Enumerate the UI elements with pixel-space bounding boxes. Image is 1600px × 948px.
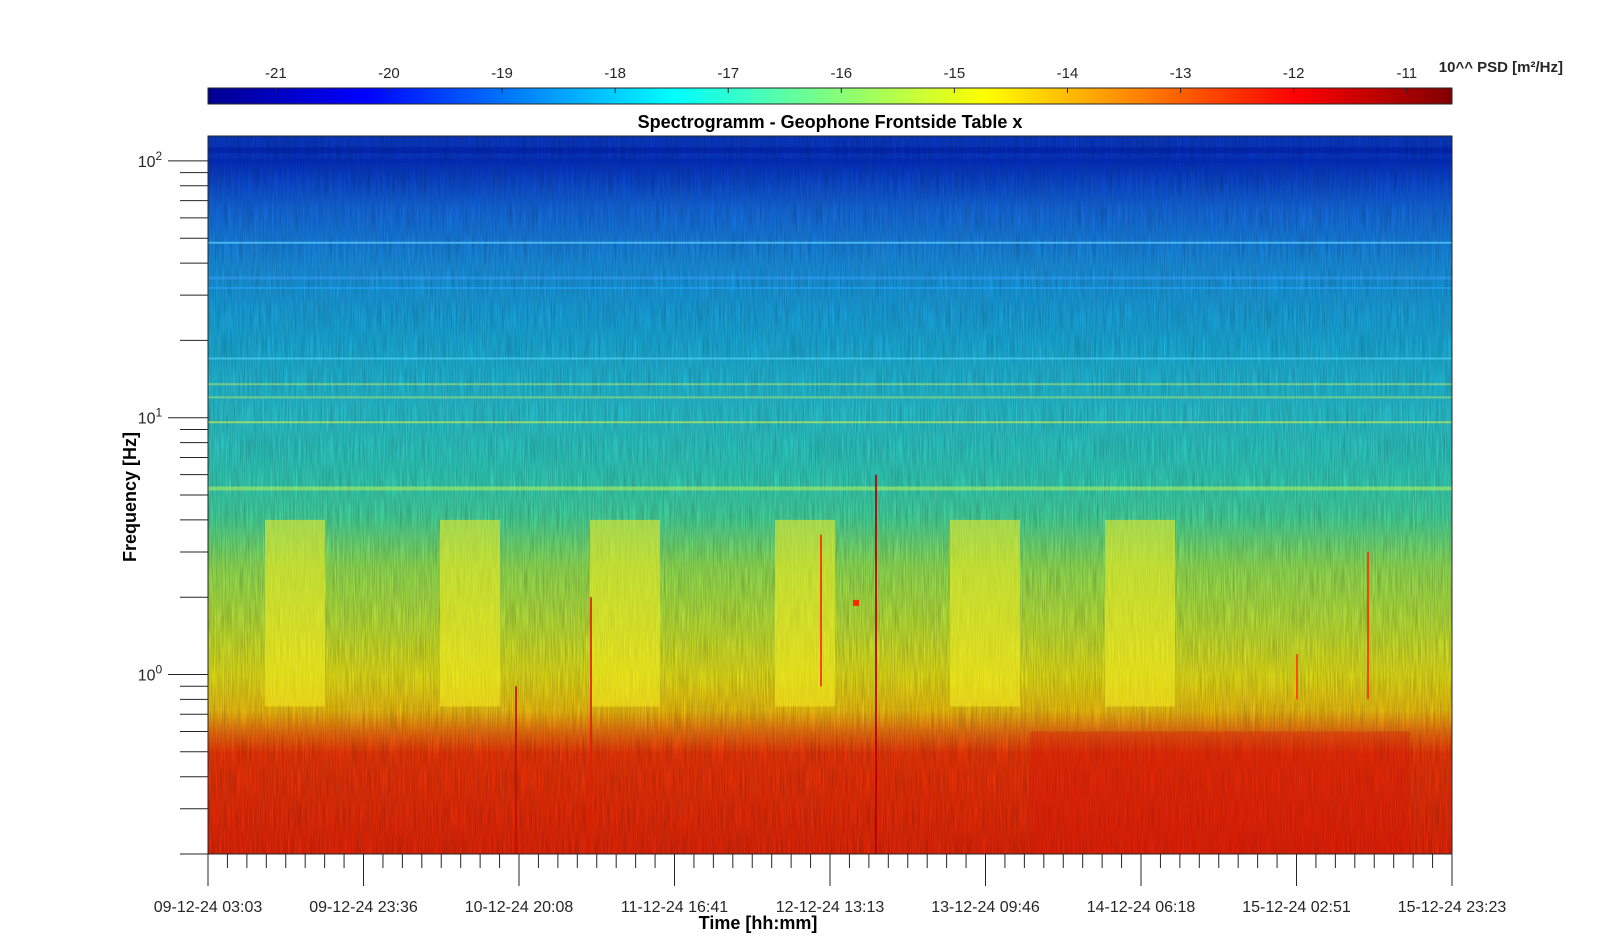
activity-plume — [1105, 519, 1175, 707]
spectral-band — [208, 486, 1452, 491]
colorbar-tick-label: -16 — [830, 65, 852, 82]
x-axis-title: Time [hh:mm] — [699, 913, 818, 933]
transient-events — [265, 474, 1410, 854]
y-tick-exponent: 0 — [156, 663, 163, 677]
y-tick-exponent: 2 — [156, 149, 163, 163]
colorbar-tick-label: -11 — [1396, 65, 1417, 82]
spectral-band — [208, 158, 1452, 164]
colorbar-tick-label: -15 — [944, 65, 966, 82]
x-tick-label: 09-12-24 23:36 — [309, 899, 418, 916]
x-tick-label: 11-12-24 16:41 — [621, 899, 728, 916]
colorbar-tick-label: -12 — [1283, 65, 1305, 82]
y-tick-label: 102 — [138, 149, 163, 171]
spectral-band — [208, 421, 1452, 424]
y-tick-label: 101 — [138, 406, 163, 428]
y-tick-base: 10 — [138, 154, 156, 171]
x-tick-label: 09-12-24 03:03 — [154, 899, 263, 916]
transient-event-spot — [853, 599, 859, 606]
spectral-band — [208, 383, 1452, 386]
chart-title: Spectrogramm - Geophone Frontside Table … — [638, 112, 1023, 132]
activity-plume — [265, 519, 325, 707]
colorbar-tick-label: -17 — [717, 65, 739, 82]
x-tick-label: 15-12-24 23:23 — [1398, 899, 1507, 916]
x-tick-label: 10-12-24 20:08 — [465, 899, 574, 916]
colorbar-ticks: -21 -20 -19 -18 -17 -16 -15 -14 -13 -12 -11 — [265, 65, 1417, 93]
y-tick-label: 100 — [138, 663, 163, 685]
activity-plume — [440, 519, 500, 707]
colorbar-tick-label: -13 — [1170, 65, 1192, 82]
spectral-band — [208, 357, 1452, 360]
x-tick-label: 14-12-24 06:18 — [1087, 899, 1196, 916]
colorbar — [207, 87, 1453, 105]
colorbar-tick-label: -21 — [265, 65, 287, 82]
x-tick-label: 13-12-24 09:46 — [931, 899, 1040, 916]
spectrogram-plot-area — [207, 135, 1453, 855]
spectral-band — [208, 241, 1452, 244]
strong-lowfreq-region — [1030, 731, 1410, 854]
spectral-band — [208, 286, 1452, 289]
x-tick-label: 12-12-24 13:13 — [776, 899, 885, 916]
colorbar-unit-label: 10^^ PSD [m²/Hz] — [1439, 59, 1563, 76]
spectral-band — [208, 276, 1452, 280]
colorbar-tick-label: -19 — [491, 65, 513, 82]
y-tick-base: 10 — [138, 411, 156, 428]
spectral-band — [208, 147, 1452, 154]
activity-plume — [775, 519, 835, 707]
activity-plume — [950, 519, 1020, 707]
activity-plume — [590, 519, 660, 707]
x-axis: 09-12-24 03:03 09-12-24 23:36 10-12-24 20:… — [154, 854, 1507, 916]
colorbar-tick-label: -14 — [1057, 65, 1079, 82]
colorbar-tick-label: -20 — [378, 65, 400, 82]
colorbar-tick-label: -18 — [604, 65, 626, 82]
x-tick-label: 15-12-24 02:51 — [1242, 899, 1351, 916]
y-axis-title: Frequency [Hz] — [120, 432, 140, 562]
y-tick-exponent: 1 — [156, 406, 163, 420]
spectrogram-texture — [208, 136, 1452, 854]
spectral-band — [208, 396, 1452, 399]
spectral-bands — [208, 147, 1452, 491]
y-tick-base: 10 — [138, 668, 156, 685]
